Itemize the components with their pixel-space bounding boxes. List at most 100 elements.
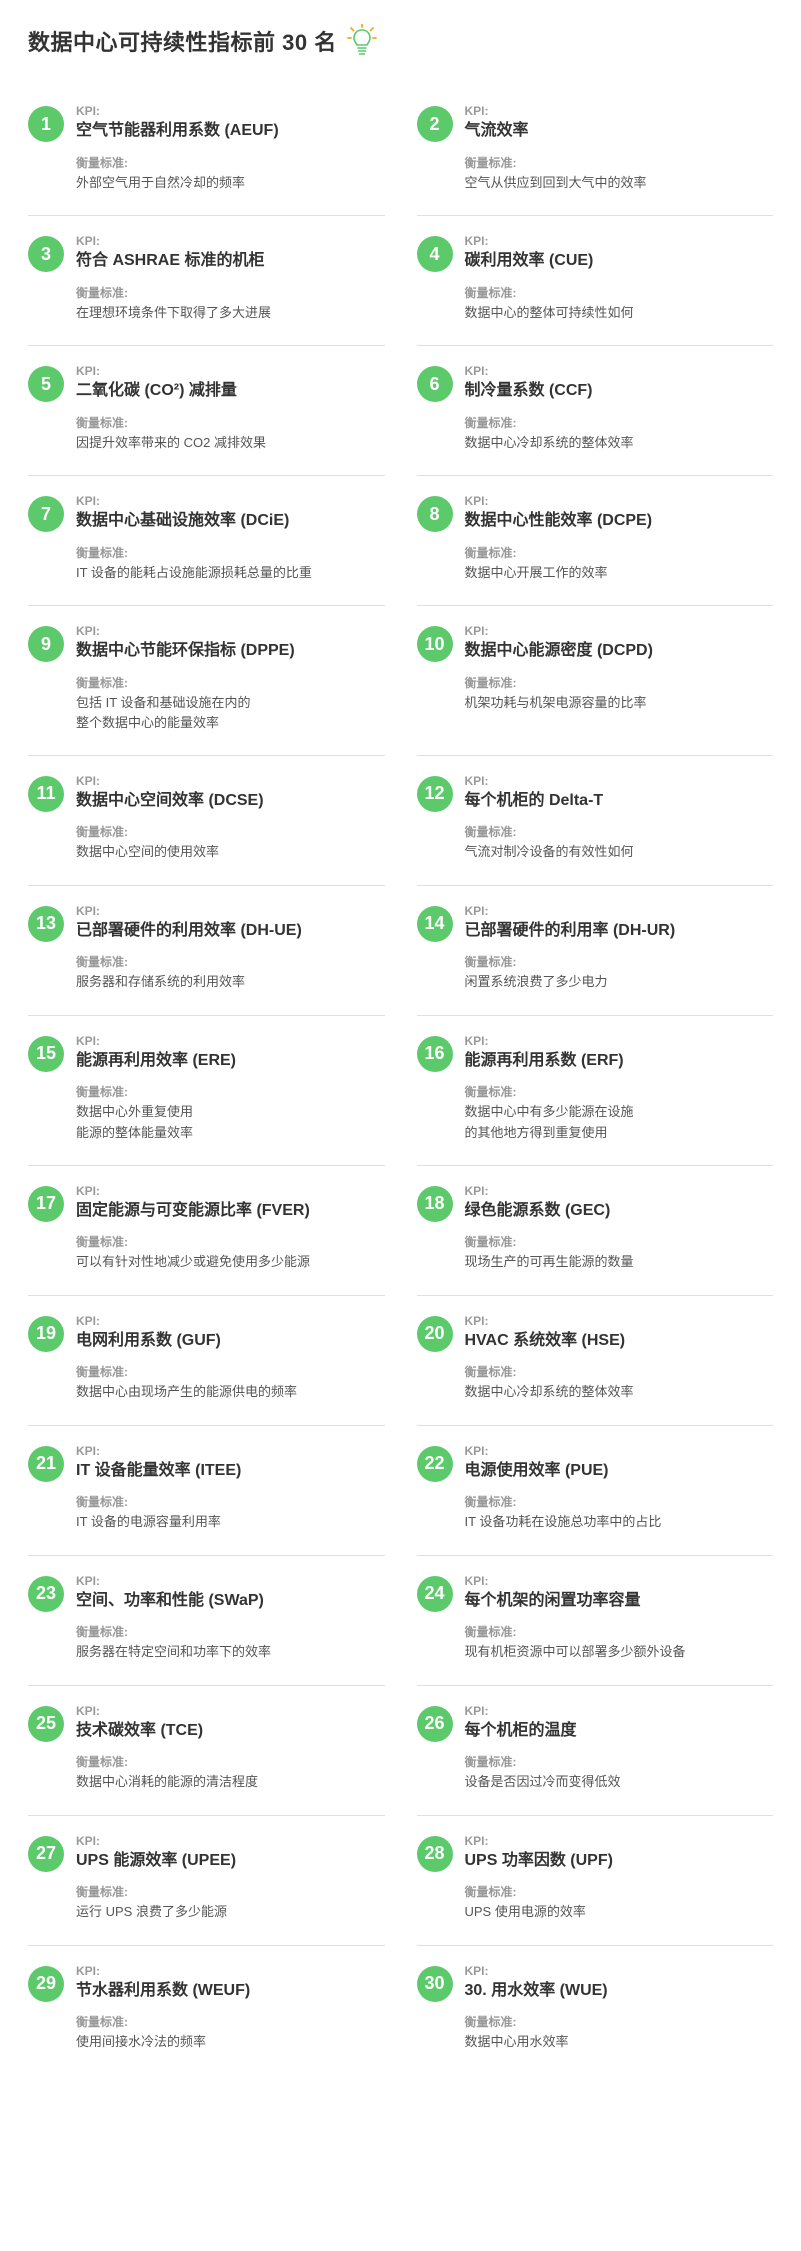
- metric-label: 衡量标准:: [76, 1083, 385, 1100]
- metric-label: 衡量标准:: [76, 1883, 385, 1900]
- metric-text: 因提升效率带来的 CO2 减排效果: [76, 433, 385, 453]
- rank-badge: 21: [28, 1446, 64, 1482]
- kpi-grid: 1KPI:空气节能器利用系数 (AEUF)衡量标准:外部空气用于自然冷却的频率2…: [28, 86, 773, 2076]
- rank-badge: 26: [417, 1706, 453, 1742]
- kpi-body: KPI: 数据中心能源密度 (DCPD) 衡量标准: 机架功耗与机架电源容量的比率: [465, 624, 774, 713]
- metric-label: 衡量标准:: [465, 1753, 774, 1770]
- kpi-card: 26KPI:每个机柜的温度衡量标准:设备是否因过冷而变得低效: [417, 1686, 774, 1816]
- kpi-name: 数据中心基础设施效率 (DCiE): [76, 510, 385, 532]
- rank-badge: 25: [28, 1706, 64, 1742]
- kpi-card: 7KPI:数据中心基础设施效率 (DCiE)衡量标准:IT 设备的能耗占设施能源…: [28, 476, 385, 606]
- kpi-label: KPI:: [76, 234, 385, 248]
- metric-text: 数据中心外重复使用 能源的整体能量效率: [76, 1102, 385, 1142]
- metric-label: 衡量标准:: [465, 1083, 774, 1100]
- kpi-name: 空间、功率和性能 (SWaP): [76, 1590, 385, 1612]
- kpi-label: KPI:: [465, 1314, 774, 1328]
- kpi-name: 每个机柜的温度: [465, 1720, 774, 1742]
- metric-text: IT 设备的能耗占设施能源损耗总量的比重: [76, 563, 385, 583]
- metric-label: 衡量标准:: [465, 414, 774, 431]
- kpi-name: 数据中心能源密度 (DCPD): [465, 640, 774, 662]
- kpi-name: 已部署硬件的利用率 (DH-UR): [465, 920, 774, 942]
- kpi-label: KPI:: [76, 1574, 385, 1588]
- kpi-label: KPI:: [465, 624, 774, 638]
- rank-badge: 6: [417, 366, 453, 402]
- kpi-name: 制冷量系数 (CCF): [465, 380, 774, 402]
- metric-text: UPS 使用电源的效率: [465, 1902, 774, 1922]
- kpi-label: KPI:: [465, 364, 774, 378]
- kpi-label: KPI:: [76, 364, 385, 378]
- kpi-body: KPI:已部署硬件的利用率 (DH-UR)衡量标准:闲置系统浪费了多少电力: [465, 904, 774, 993]
- kpi-body: KPI:制冷量系数 (CCF)衡量标准:数据中心冷却系统的整体效率: [465, 364, 774, 453]
- kpi-label: KPI:: [465, 1834, 774, 1848]
- kpi-label: KPI:: [76, 1184, 385, 1198]
- kpi-card: 3KPI: 符合 ASHRAE 标准的机柜衡量标准:在理想环境条件下取得了多大进…: [28, 216, 385, 346]
- kpi-label: KPI:: [76, 904, 385, 918]
- kpi-card: 8KPI:数据中心性能效率 (DCPE)衡量标准:数据中心开展工作的效率: [417, 476, 774, 606]
- kpi-label: KPI:: [465, 1964, 774, 1978]
- kpi-card: 4KPI:碳利用效率 (CUE)衡量标准:数据中心的整体可持续性如何: [417, 216, 774, 346]
- kpi-card: 16KPI:能源再利用系数 (ERF)衡量标准:数据中心中有多少能源在设施 的其…: [417, 1016, 774, 1166]
- rank-badge: 23: [28, 1576, 64, 1612]
- metric-label: 衡量标准:: [76, 1623, 385, 1640]
- metric-label: 衡量标准:: [76, 953, 385, 970]
- kpi-card: 14 KPI:已部署硬件的利用率 (DH-UR)衡量标准:闲置系统浪费了多少电力: [417, 886, 774, 1016]
- rank-badge: 20: [417, 1316, 453, 1352]
- kpi-name: 气流效率: [465, 120, 774, 142]
- rank-badge: 14: [417, 906, 453, 942]
- kpi-body: KPI:电源使用效率 (PUE)衡量标准:IT 设备功耗在设施总功率中的占比: [465, 1444, 774, 1533]
- kpi-name: 固定能源与可变能源比率 (FVER): [76, 1200, 385, 1222]
- metric-label: 衡量标准:: [465, 1883, 774, 1900]
- kpi-label: KPI:: [465, 1574, 774, 1588]
- metric-text: 运行 UPS 浪费了多少能源: [76, 1902, 385, 1922]
- kpi-card: 29KPI:节水器利用系数 (WEUF)衡量标准:使用间接水冷法的频率: [28, 1946, 385, 2076]
- kpi-card: 20KPI:HVAC 系统效率 (HSE)衡量标准:数据中心冷却系统的整体效率: [417, 1296, 774, 1426]
- kpi-card: 2KPI:气流效率衡量标准:空气从供应到回到大气中的效率: [417, 86, 774, 216]
- kpi-label: KPI:: [465, 1704, 774, 1718]
- metric-text: 使用间接水冷法的频率: [76, 2032, 385, 2052]
- metric-label: 衡量标准:: [76, 1753, 385, 1770]
- kpi-body: KPI:每个机柜的温度衡量标准:设备是否因过冷而变得低效: [465, 1704, 774, 1793]
- metric-text: 数据中心的整体可持续性如何: [465, 303, 774, 323]
- metric-label: 衡量标准:: [465, 674, 774, 691]
- metric-text: IT 设备功耗在设施总功率中的占比: [465, 1512, 774, 1532]
- kpi-label: KPI:: [76, 1834, 385, 1848]
- kpi-name: 技术碳效率 (TCE): [76, 1720, 385, 1742]
- kpi-name: 电源使用效率 (PUE): [465, 1460, 774, 1482]
- kpi-label: KPI:: [465, 494, 774, 508]
- kpi-name: 二氧化碳 (CO²) 减排量: [76, 380, 385, 402]
- rank-badge: 27: [28, 1836, 64, 1872]
- rank-badge: 9: [28, 626, 64, 662]
- kpi-name: 每个机柜的 Delta-T: [465, 790, 774, 812]
- metric-text: 在理想环境条件下取得了多大进展: [76, 303, 385, 323]
- kpi-body: KPI:数据中心基础设施效率 (DCiE)衡量标准:IT 设备的能耗占设施能源损…: [76, 494, 385, 583]
- kpi-name: 符合 ASHRAE 标准的机柜: [76, 250, 385, 272]
- kpi-card: 11KPI:数据中心空间效率 (DCSE)衡量标准:数据中心空间的使用效率: [28, 756, 385, 886]
- rank-badge: 5: [28, 366, 64, 402]
- kpi-body: KPI: 已部署硬件的利用效率 (DH-UE) 衡量标准: 服务器和存储系统的利用效率: [76, 904, 385, 993]
- kpi-label: KPI:: [76, 104, 385, 118]
- kpi-name: 已部署硬件的利用效率 (DH-UE): [76, 920, 385, 942]
- metric-label: 衡量标准:: [76, 1233, 385, 1250]
- kpi-card: 15KPI:能源再利用效率 (ERE)衡量标准:数据中心外重复使用 能源的整体能…: [28, 1016, 385, 1166]
- metric-text: 现场生产的可再生能源的数量: [465, 1252, 774, 1272]
- rank-badge: 16: [417, 1036, 453, 1072]
- metric-label: 衡量标准:: [76, 823, 385, 840]
- metric-text: 数据中心开展工作的效率: [465, 563, 774, 583]
- metric-text: 服务器在特定空间和功率下的效率: [76, 1642, 385, 1662]
- rank-badge: 28: [417, 1836, 453, 1872]
- rank-badge: 18: [417, 1186, 453, 1222]
- kpi-label: KPI:: [76, 1444, 385, 1458]
- kpi-name: IT 设备能量效率 (ITEE): [76, 1460, 385, 1482]
- kpi-body: KPI:二氧化碳 (CO²) 减排量衡量标准:因提升效率带来的 CO2 减排效果: [76, 364, 385, 453]
- metric-label: 衡量标准:: [465, 284, 774, 301]
- kpi-label: KPI:: [76, 1034, 385, 1048]
- kpi-name: 电网利用系数 (GUF): [76, 1330, 385, 1352]
- kpi-body: KPI:30. 用水效率 (WUE)衡量标准:数据中心用水效率: [465, 1964, 774, 2053]
- metric-label: 衡量标准:: [76, 284, 385, 301]
- metric-text: 包括 IT 设备和基础设施在内的 整个数据中心的能量效率: [76, 693, 385, 733]
- kpi-label: KPI:: [76, 624, 385, 638]
- metric-text: 机架功耗与机架电源容量的比率: [465, 693, 774, 713]
- rank-badge: 2: [417, 106, 453, 142]
- kpi-name: 空气节能器利用系数 (AEUF): [76, 120, 385, 142]
- metric-text: 服务器和存储系统的利用效率: [76, 972, 385, 992]
